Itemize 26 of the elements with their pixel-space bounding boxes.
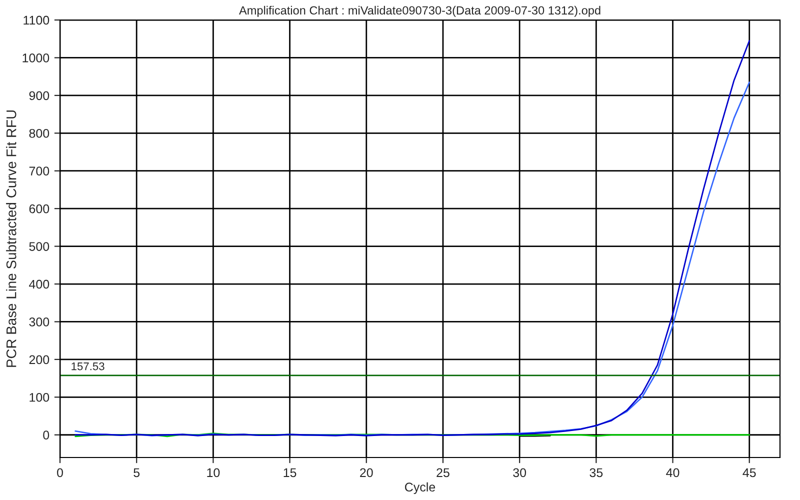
x-tick-label: 0 [57, 468, 63, 478]
x-tick-label: 5 [134, 468, 140, 478]
y-tick-label: 300 [29, 318, 50, 326]
x-tick-label: 35 [590, 468, 603, 478]
y-tick-label: 900 [29, 91, 50, 100]
y-tick-label: 800 [29, 128, 50, 138]
y-tick-label: 100 [30, 392, 50, 402]
y-tick-label: 1000 [22, 54, 50, 62]
ref-line-label: 157.53 [72, 362, 104, 370]
y-axis-title: PCR Base Line Subtracted Curve Fit RFU [6, 110, 16, 367]
chart-title: Amplification Chart : miValidate090730-3(Data 2009-07-30 1312).opd [239, 6, 600, 17]
y-tick-label: 1100 [24, 16, 50, 25]
y-tick-label: 0 [43, 430, 50, 440]
x-tick-label: 10 [207, 468, 220, 478]
x-tick-label: 25 [436, 468, 450, 478]
y-tick-label: 200 [29, 355, 50, 364]
y-tick-label: 500 [29, 242, 50, 251]
x-tick-label: 20 [360, 468, 373, 478]
x-tick-label: 40 [666, 468, 680, 478]
x-tick-label: 30 [513, 468, 526, 478]
x-tick-label: 15 [284, 468, 296, 478]
y-tick-label: 700 [29, 166, 50, 176]
y-tick-label: 400 [29, 280, 50, 289]
x-tick-label: 45 [742, 468, 756, 478]
y-tick-label: 600 [29, 204, 50, 214]
x-axis-title: Cycle [405, 482, 436, 494]
